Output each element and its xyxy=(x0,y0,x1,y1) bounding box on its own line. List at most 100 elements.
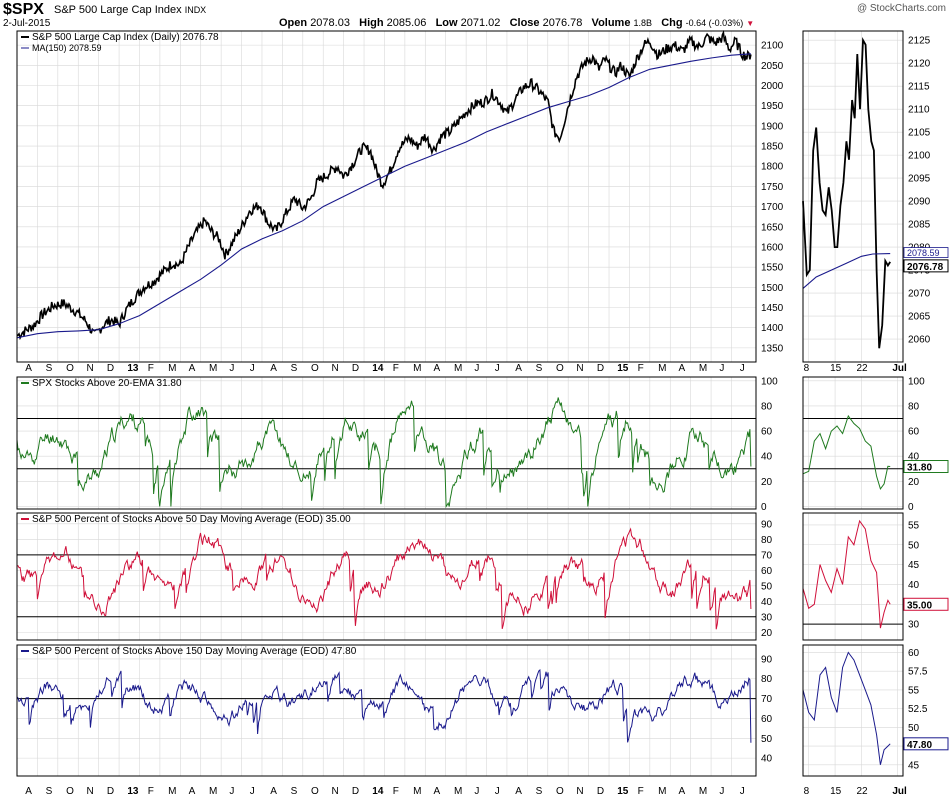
zoom-ma-line xyxy=(802,253,891,289)
open-label: Open xyxy=(279,17,308,29)
zoom-panel-frame xyxy=(802,376,904,510)
zoom-x-tick-label: 15 xyxy=(830,363,842,374)
x-tick-label: N xyxy=(331,786,338,795)
x-tick-label: A xyxy=(270,363,277,374)
x-tick-label: N xyxy=(576,363,583,374)
high-value: 2085.06 xyxy=(386,17,427,29)
x-tick-label: D xyxy=(597,363,604,374)
y-tick-label: 80 xyxy=(761,674,773,685)
x-tick-label: N xyxy=(86,363,93,374)
x-tick-label: A xyxy=(434,786,441,795)
x-tick-label: J xyxy=(250,363,255,374)
x-tick-label: J xyxy=(250,786,255,795)
x-tick-label: M xyxy=(454,786,462,795)
zoom-y-tick-label: 55 xyxy=(908,685,920,696)
y-tick-label: 90 xyxy=(761,519,773,530)
x-tick-label: M xyxy=(168,786,176,795)
zoom-breadth-line xyxy=(802,414,891,490)
close-value: 2076.78 xyxy=(542,17,583,29)
watermark: @ StockCharts.com xyxy=(856,3,946,14)
x-tick-label: M xyxy=(658,363,666,374)
zoom-price-line xyxy=(802,37,891,349)
x-tick-label: M xyxy=(168,363,176,374)
last-value-tag-text: 31.80 xyxy=(907,463,932,474)
zoom-x-tick-label: 8 xyxy=(804,786,810,795)
zoom-y-tick-label: 2100 xyxy=(908,151,931,162)
y-tick-label: 80 xyxy=(761,401,773,412)
index-name: S&P 500 Large Cap Index INDX xyxy=(54,4,206,16)
x-tick-label: A xyxy=(270,786,277,795)
breadth-series-line xyxy=(16,669,752,743)
x-tick-label: M xyxy=(209,786,217,795)
x-tick-label: M xyxy=(209,363,217,374)
x-tick-label: O xyxy=(311,363,319,374)
x-tick-label: O xyxy=(556,363,564,374)
x-tick-label: F xyxy=(148,786,154,795)
x-tick-label: J xyxy=(495,363,500,374)
x-tick-label: F xyxy=(393,786,399,795)
zoom-y-tick-label: 2115 xyxy=(908,82,930,93)
legend-entry: S&P 500 Percent of Stocks Above 50 Day M… xyxy=(32,514,351,525)
y-tick-label: 40 xyxy=(761,597,773,608)
down-arrow-icon: ▼ xyxy=(746,19,755,28)
zoom-panel-frame xyxy=(802,30,904,363)
zoom-y-tick-label: 55 xyxy=(908,520,920,531)
x-tick-label: D xyxy=(352,786,359,795)
x-tick-label: A xyxy=(515,363,522,374)
zoom-x-tick-label: 8 xyxy=(804,363,810,374)
y-tick-label: 1950 xyxy=(761,101,784,112)
x-tick-label: S xyxy=(291,786,298,795)
zoom-breadth-line xyxy=(802,519,891,629)
x-tick-label: F xyxy=(638,786,644,795)
y-tick-label: 1650 xyxy=(761,222,784,233)
x-tick-label: M xyxy=(699,786,707,795)
y-tick-label: 40 xyxy=(761,754,773,765)
y-tick-label: 2050 xyxy=(761,61,784,72)
ma-value-tag-text: 2078.59 xyxy=(907,248,940,258)
x-tick-label: F xyxy=(148,363,154,374)
x-tick-label: N xyxy=(331,363,338,374)
y-tick-label: 100 xyxy=(761,376,778,387)
x-tick-label: O xyxy=(66,786,74,795)
x-tick-label: 14 xyxy=(372,786,384,795)
y-tick-label: 1450 xyxy=(761,303,784,314)
last-value-tag-text: 2076.78 xyxy=(907,262,944,273)
y-tick-label: 60 xyxy=(761,427,773,438)
x-tick-label: J xyxy=(229,363,234,374)
last-value-tag xyxy=(903,259,949,273)
x-tick-label: 14 xyxy=(372,363,384,374)
chg-label: Chg xyxy=(661,17,683,29)
x-tick-label: M xyxy=(413,363,421,374)
zoom-y-tick-label: 100 xyxy=(908,376,925,387)
zoom-y-tick-label: 52.5 xyxy=(908,704,928,715)
ma-value-tag xyxy=(903,247,949,258)
zoom-y-tick-label: 60 xyxy=(908,648,920,659)
chart-header: $SPX S&P 500 Large Cap Index INDX 2-Jul-… xyxy=(0,0,950,32)
panel-frame xyxy=(16,644,757,777)
zoom-y-tick-label: 40 xyxy=(908,580,920,591)
chg-value: -0.64 (-0.03%) xyxy=(685,18,744,28)
zoom-y-tick-label: 2110 xyxy=(908,105,930,116)
y-tick-label: 90 xyxy=(761,654,773,665)
y-tick-label: 50 xyxy=(761,734,773,745)
legend-entry: S&P 500 Large Cap Index (Daily) 2076.78 xyxy=(32,32,219,43)
zoom-y-tick-label: 2125 xyxy=(908,36,931,47)
last-value-tag-text: 47.80 xyxy=(907,740,932,751)
zoom-panel-frame xyxy=(802,644,904,777)
index-title: S&P 500 Large Cap Index xyxy=(54,4,182,16)
x-tick-label: D xyxy=(352,363,359,374)
x-tick-label: J xyxy=(229,786,234,795)
y-tick-label: 80 xyxy=(761,535,773,546)
panel-frame xyxy=(16,30,757,363)
y-tick-label: 60 xyxy=(761,566,773,577)
zoom-panel-frame xyxy=(802,512,904,641)
x-tick-label: N xyxy=(86,786,93,795)
zoom-y-tick-label: 30 xyxy=(908,620,920,631)
zoom-y-tick-label: 2090 xyxy=(908,197,931,208)
x-tick-label: D xyxy=(107,786,114,795)
last-value-tag xyxy=(903,597,949,611)
x-tick-label: A xyxy=(25,363,32,374)
y-tick-label: 1700 xyxy=(761,202,784,213)
x-tick-label: S xyxy=(46,786,53,795)
x-tick-label: 13 xyxy=(127,786,139,795)
